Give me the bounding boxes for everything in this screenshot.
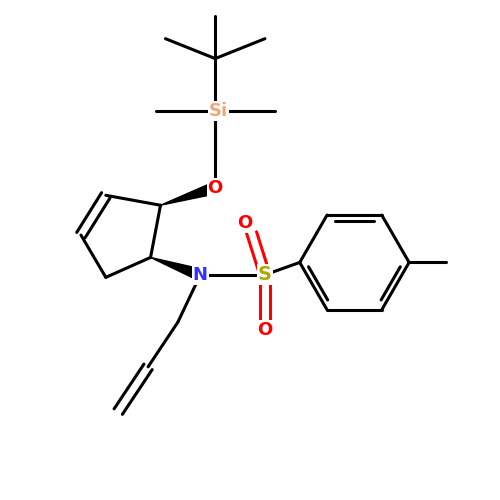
Polygon shape	[150, 258, 202, 280]
Polygon shape	[160, 182, 217, 205]
Text: O: O	[238, 214, 252, 232]
Text: O: O	[208, 179, 223, 197]
Text: N: N	[193, 266, 208, 284]
Text: Si: Si	[209, 102, 228, 120]
Text: S: S	[258, 266, 272, 284]
Text: O: O	[258, 320, 272, 338]
